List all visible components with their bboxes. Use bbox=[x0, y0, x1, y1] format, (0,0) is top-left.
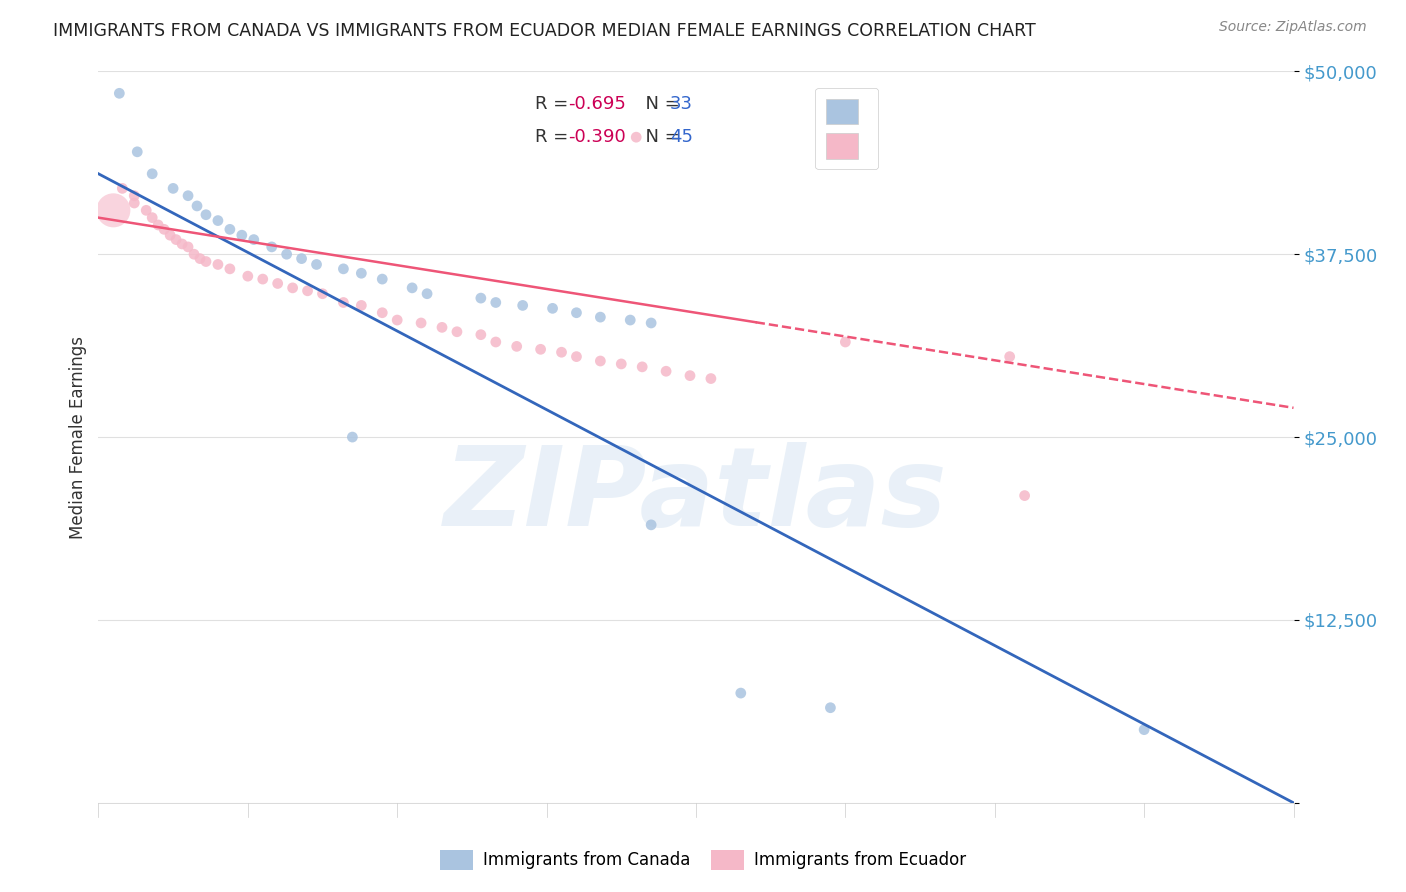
Point bbox=[305, 257, 328, 271]
Point bbox=[411, 316, 433, 330]
Point bbox=[470, 291, 492, 305]
Text: IMMIGRANTS FROM CANADA VS IMMIGRANTS FROM ECUADOR MEDIAN FEMALE EARNINGS CORRELA: IMMIGRANTS FROM CANADA VS IMMIGRANTS FRO… bbox=[53, 22, 1036, 40]
Point bbox=[332, 261, 354, 276]
Point bbox=[631, 359, 654, 374]
Text: 45: 45 bbox=[669, 128, 693, 146]
Point bbox=[159, 228, 181, 243]
Point bbox=[1133, 723, 1156, 737]
Point bbox=[1014, 489, 1036, 503]
Point bbox=[195, 208, 218, 222]
Point bbox=[730, 686, 752, 700]
Point bbox=[350, 266, 373, 280]
Point bbox=[416, 286, 439, 301]
Point bbox=[108, 87, 131, 101]
Point bbox=[589, 310, 612, 325]
Point bbox=[610, 357, 633, 371]
Point bbox=[260, 240, 283, 254]
Text: Source: ZipAtlas.com: Source: ZipAtlas.com bbox=[1219, 20, 1367, 34]
Point bbox=[565, 350, 588, 364]
Point bbox=[350, 298, 373, 312]
Legend: Immigrants from Canada, Immigrants from Ecuador: Immigrants from Canada, Immigrants from … bbox=[433, 843, 973, 877]
Text: ZIPatlas: ZIPatlas bbox=[444, 442, 948, 549]
Point bbox=[177, 240, 200, 254]
Point bbox=[297, 284, 319, 298]
Point bbox=[371, 272, 394, 286]
Point bbox=[219, 222, 242, 236]
Point bbox=[188, 252, 211, 266]
Text: N =: N = bbox=[634, 95, 685, 113]
Point bbox=[186, 199, 208, 213]
Point bbox=[153, 222, 176, 236]
Y-axis label: Median Female Earnings: Median Female Earnings bbox=[69, 335, 87, 539]
Point bbox=[485, 334, 508, 349]
Point bbox=[512, 298, 534, 312]
Point bbox=[207, 213, 229, 227]
Point bbox=[589, 354, 612, 368]
Point bbox=[541, 301, 564, 316]
Point bbox=[700, 371, 723, 385]
Text: -0.695: -0.695 bbox=[568, 95, 626, 113]
Point bbox=[371, 306, 394, 320]
Point bbox=[834, 334, 856, 349]
Point bbox=[820, 700, 842, 714]
Text: N =: N = bbox=[634, 128, 685, 146]
Point bbox=[619, 313, 641, 327]
Point bbox=[530, 343, 553, 357]
Point bbox=[177, 188, 200, 202]
Point bbox=[655, 364, 678, 378]
Point bbox=[207, 257, 229, 271]
Point bbox=[162, 181, 184, 195]
Point bbox=[342, 430, 364, 444]
Point bbox=[267, 277, 290, 291]
Point bbox=[430, 320, 453, 334]
Point bbox=[640, 316, 662, 330]
Point bbox=[103, 203, 125, 218]
Point bbox=[550, 345, 572, 359]
Point bbox=[626, 130, 648, 145]
Point bbox=[141, 167, 163, 181]
Text: R =: R = bbox=[534, 128, 574, 146]
Point bbox=[183, 247, 205, 261]
Point bbox=[485, 295, 508, 310]
Point bbox=[332, 295, 354, 310]
Point bbox=[195, 254, 218, 268]
Point bbox=[124, 188, 146, 202]
Point bbox=[148, 218, 170, 232]
Point bbox=[565, 306, 588, 320]
Point bbox=[172, 237, 194, 252]
Point bbox=[998, 350, 1021, 364]
Point bbox=[127, 145, 149, 159]
Point bbox=[679, 368, 702, 383]
Text: -0.390: -0.390 bbox=[568, 128, 626, 146]
Point bbox=[231, 228, 253, 243]
Point bbox=[385, 313, 409, 327]
Text: R =: R = bbox=[534, 95, 574, 113]
Point bbox=[124, 196, 146, 211]
Legend: , : , bbox=[815, 87, 879, 169]
Point bbox=[135, 203, 157, 218]
Point bbox=[640, 517, 662, 532]
Point bbox=[311, 286, 333, 301]
Point bbox=[276, 247, 298, 261]
Point bbox=[219, 261, 242, 276]
Point bbox=[165, 233, 187, 247]
Point bbox=[252, 272, 274, 286]
Point bbox=[446, 325, 468, 339]
Point bbox=[141, 211, 163, 225]
Point bbox=[111, 181, 134, 195]
Point bbox=[506, 339, 529, 353]
Point bbox=[281, 281, 304, 295]
Point bbox=[236, 269, 259, 284]
Point bbox=[243, 233, 266, 247]
Point bbox=[291, 252, 314, 266]
Point bbox=[470, 327, 492, 342]
Text: 33: 33 bbox=[669, 95, 693, 113]
Point bbox=[401, 281, 423, 295]
